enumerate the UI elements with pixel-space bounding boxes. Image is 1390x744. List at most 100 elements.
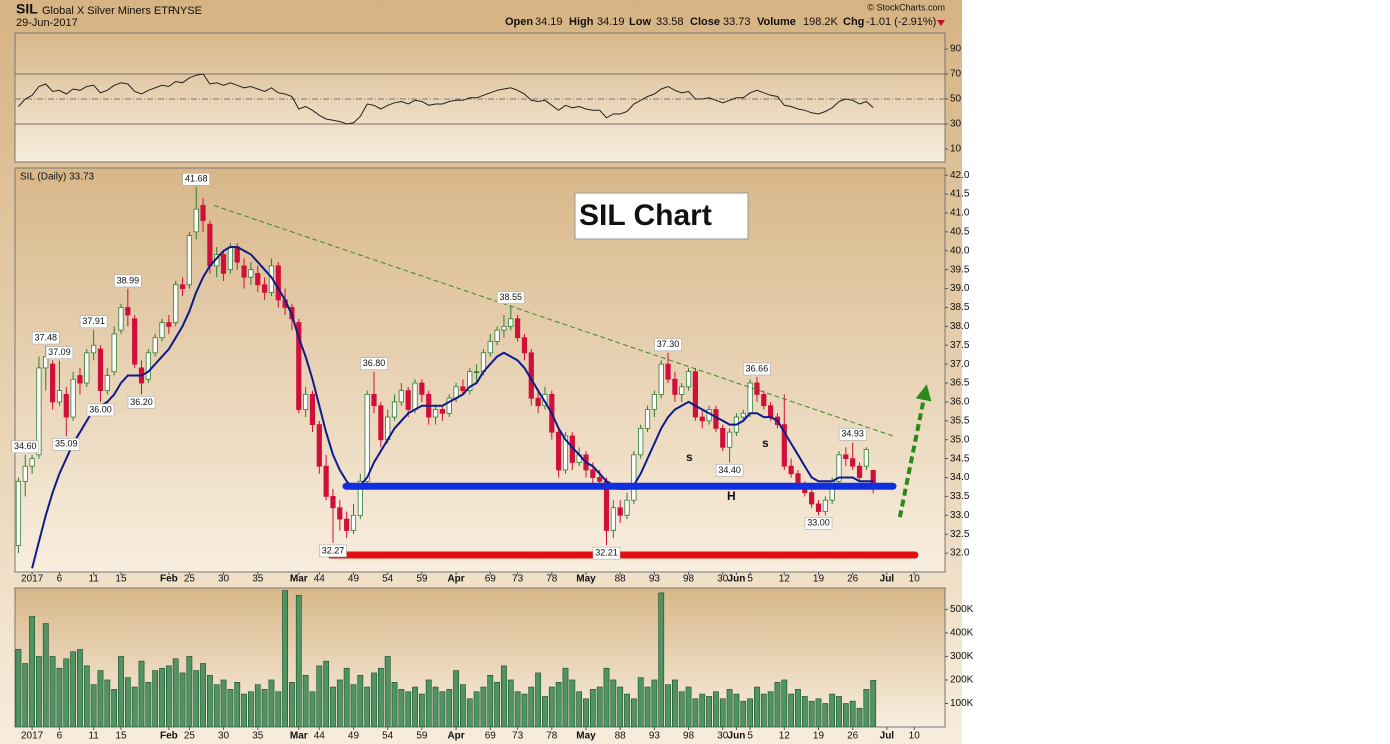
y-tick-label: 42.0 [950,170,970,181]
volume-bar [302,674,309,727]
volume-bar [569,679,576,727]
y-tick-label: 33.5 [950,491,970,502]
volume-bar [15,649,22,727]
candle-body [118,307,124,331]
volume-bar [521,693,528,727]
candle-body [84,352,90,384]
candle-body [166,322,172,327]
y-tick-label: 40.5 [950,227,970,238]
volume-bar [432,686,439,727]
price-label-box [743,362,771,376]
annotation-box [574,192,749,240]
volume-bar [596,686,603,727]
x-tick-label: Feb [160,574,178,585]
candle-body [556,431,562,471]
candle-body [590,469,596,478]
volume-bar [781,679,788,727]
volume-bar [630,698,637,727]
candle-body [822,499,828,512]
candle-body [220,254,227,274]
price-label: 37.48 [35,332,58,342]
volume-bar [460,684,466,727]
volume-bar [487,674,494,727]
y-tick-label: 36.5 [950,378,970,389]
volume-bar [206,674,213,727]
candle-body [371,393,377,407]
price-label: 38.55 [500,292,523,302]
x-tick-label: 78 [546,574,558,585]
candle-body [651,393,657,410]
x-tick-label: 98 [683,731,695,742]
plot-area [15,73,945,125]
volume-bar [548,686,555,727]
x-tick-label: 54 [382,574,394,585]
candle-body [685,371,692,388]
candle-body [815,503,822,512]
price-label-box [319,544,347,558]
candle-body [644,409,651,429]
candle-body [316,424,322,467]
candle-body [200,205,206,221]
x-tick-label: 93 [649,574,661,585]
volume-bar [658,592,665,727]
x-tick-label: 6 [57,574,63,585]
x-tick-label: 2017 [21,731,44,742]
volume-bar [398,689,405,727]
candle-body [344,518,350,531]
volume-bar [562,667,569,727]
volume-bar [542,696,548,727]
candle-body [241,265,247,278]
volume-bar [357,674,364,727]
rsi-panel [14,32,946,163]
candle-body [850,458,856,467]
x-tick-label: Jun [728,574,746,585]
candle-body [145,352,151,380]
volume-bar [808,700,815,727]
volume-bar [726,689,733,727]
candle-body [446,397,452,414]
price-label: 37.91 [82,316,105,326]
volume-bar [617,686,624,727]
x-tick-label: 30 [717,731,729,742]
volume-bar [671,679,678,727]
x-tick-label: 88 [615,731,627,742]
candle-body [70,378,76,418]
candle-body [234,246,240,263]
close-label: Close [690,16,720,28]
candle-body [357,480,363,516]
volume-bar [637,677,644,727]
price-label: 37.09 [48,347,71,357]
price-label-box [11,440,40,454]
open-label: Open [505,16,533,28]
y-tick-label: 33.0 [950,510,970,521]
x-tick-label: 15 [115,574,127,585]
candle-body [658,363,664,395]
plot-area [15,187,876,569]
y-tick-label: 200K [950,675,974,686]
volume-bar [104,679,111,727]
y-tick-label: 10 [950,144,962,155]
x-tick-label: 30 [717,574,729,585]
y-tick-label: 41.5 [950,189,970,200]
y-tick-label: 300K [950,651,974,662]
candle-body [665,363,671,380]
chg-value: -1.01 (-2.91%) [866,16,936,28]
volume-bar [138,660,145,727]
volume-bar [589,689,596,727]
volume-bar [644,686,651,727]
annotation-title: SIL Chart [579,199,712,232]
candle-body [501,325,507,331]
volume-bar [70,651,77,727]
candle-body [761,393,767,407]
x-tick-label: 78 [546,731,558,742]
y-tick-label: 50 [950,94,962,105]
price-label: 34.40 [718,465,741,475]
volume-bar [36,656,42,727]
price-label: 34.93 [841,429,864,439]
y-tick-label: 37.5 [950,340,970,351]
candle-body [836,454,842,482]
price-label: 41.68 [185,174,208,184]
volume-bar [295,594,302,727]
volume-bar [282,590,289,727]
volume-bar [336,679,343,727]
